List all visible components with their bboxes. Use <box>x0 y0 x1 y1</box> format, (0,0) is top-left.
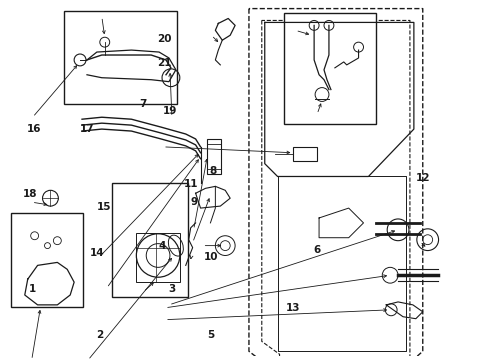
Text: 7: 7 <box>139 99 146 109</box>
Text: 12: 12 <box>415 174 429 184</box>
Bar <box>11 213 83 307</box>
Text: 11: 11 <box>184 179 198 189</box>
Text: 19: 19 <box>162 106 177 116</box>
Text: 4: 4 <box>159 241 166 251</box>
Text: 9: 9 <box>190 197 197 207</box>
Text: 15: 15 <box>97 202 111 212</box>
Text: 8: 8 <box>209 166 216 176</box>
Bar <box>136 233 180 282</box>
Text: 3: 3 <box>168 284 175 294</box>
Text: 14: 14 <box>90 248 104 258</box>
Text: 10: 10 <box>203 252 218 262</box>
Text: 18: 18 <box>22 189 37 199</box>
Bar <box>293 147 316 161</box>
Text: 5: 5 <box>206 330 214 340</box>
Text: 17: 17 <box>80 124 95 134</box>
Text: 13: 13 <box>285 303 300 313</box>
Text: 20: 20 <box>157 34 172 44</box>
Text: 6: 6 <box>313 244 320 255</box>
Bar <box>111 183 187 297</box>
Bar <box>64 10 177 104</box>
Text: 2: 2 <box>96 330 103 340</box>
Bar <box>207 139 221 174</box>
Bar <box>284 13 376 124</box>
Text: 16: 16 <box>27 124 41 134</box>
Text: 1: 1 <box>28 284 36 294</box>
Text: 21: 21 <box>157 58 172 68</box>
